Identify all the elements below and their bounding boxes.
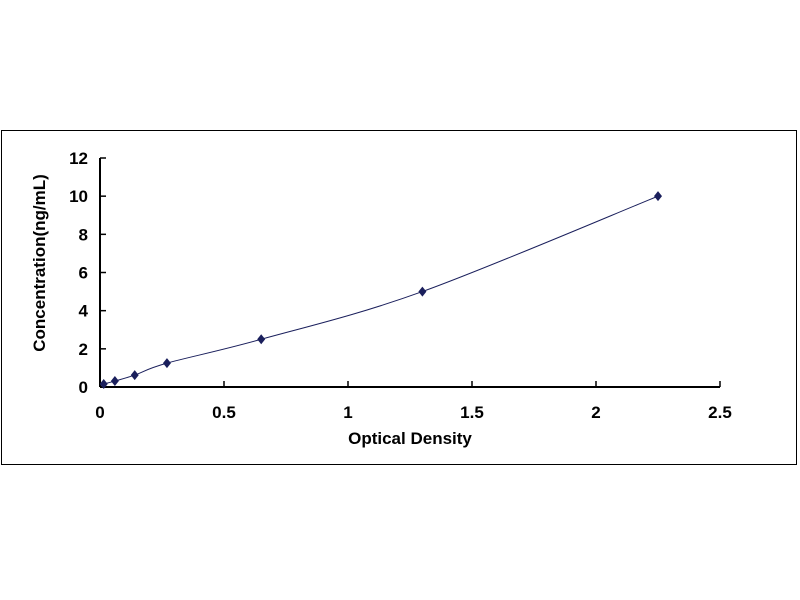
y-tick-label: 8 bbox=[79, 225, 88, 244]
x-tick-label: 1 bbox=[343, 403, 352, 422]
x-tick-label: 1.5 bbox=[460, 403, 484, 422]
x-tick-label: 0 bbox=[95, 403, 104, 422]
data-point-marker bbox=[110, 376, 119, 387]
y-tick-label: 0 bbox=[79, 378, 88, 397]
x-tick-label: 2.5 bbox=[708, 403, 732, 422]
x-axis-label: Optical Density bbox=[348, 429, 472, 448]
chart-frame bbox=[1, 130, 797, 465]
data-points bbox=[99, 191, 662, 390]
y-tick-label: 4 bbox=[79, 302, 89, 321]
y-tick-label: 2 bbox=[79, 340, 88, 359]
axes bbox=[99, 157, 721, 388]
fitted-curve bbox=[103, 195, 659, 385]
data-point-marker bbox=[130, 370, 139, 381]
y-tick-label: 10 bbox=[69, 187, 88, 206]
data-point-marker bbox=[99, 379, 108, 390]
data-point-marker bbox=[418, 286, 427, 297]
data-point-marker bbox=[257, 334, 266, 345]
y-axis-label: Concentration(ng/mL) bbox=[30, 174, 49, 352]
y-tick-label: 12 bbox=[69, 149, 88, 168]
y-tick-label: 6 bbox=[79, 264, 88, 283]
tick-labels: 0 0.5 1 1.5 2 2.5 0 2 4 6 8 10 12 bbox=[69, 149, 732, 422]
x-tick-label: 2 bbox=[591, 403, 600, 422]
data-point-marker bbox=[654, 191, 662, 202]
x-tick-label: 0.5 bbox=[212, 403, 236, 422]
data-point-marker bbox=[162, 358, 171, 369]
